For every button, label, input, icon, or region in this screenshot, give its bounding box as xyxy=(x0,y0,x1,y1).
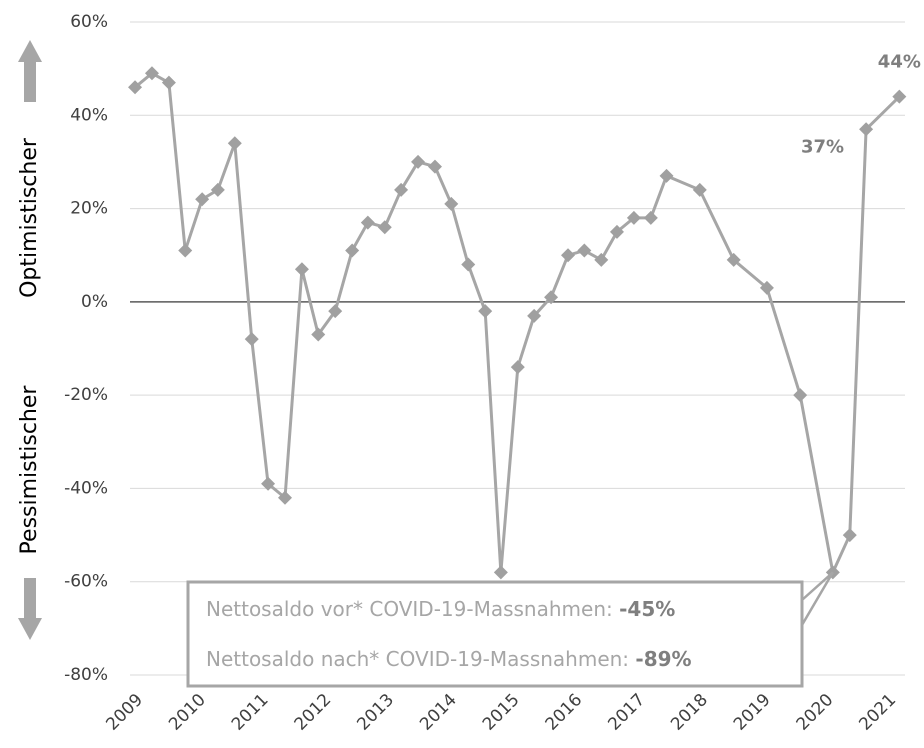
y-tick-label: -40% xyxy=(64,478,108,498)
marker xyxy=(210,182,225,197)
marker xyxy=(161,75,176,90)
y-tick-label: 20% xyxy=(70,199,108,219)
x-tick-label: 2012 xyxy=(291,690,336,735)
x-tick-label: 2014 xyxy=(416,690,461,735)
x-tick-label: 2018 xyxy=(667,690,712,735)
y-tick-label: 0% xyxy=(81,292,108,312)
marker xyxy=(195,192,210,207)
y-tick-label: -60% xyxy=(64,572,108,592)
x-tick-label: 2020 xyxy=(793,690,838,735)
x-tick-label: 2016 xyxy=(542,690,587,735)
marker xyxy=(278,490,292,505)
annotation-text: Nettosaldo nach* COVID-19-Massnahmen: xyxy=(206,647,629,671)
marker xyxy=(842,528,857,543)
y-label-bottom: Pessimistischer xyxy=(17,385,42,555)
marker xyxy=(444,196,459,211)
x-tick-label: 2010 xyxy=(165,690,210,735)
marker xyxy=(626,210,641,225)
y-tick-label: 40% xyxy=(70,105,108,125)
marker xyxy=(793,388,808,403)
marker xyxy=(360,215,375,230)
y-tick-label: 60% xyxy=(70,12,108,32)
marker xyxy=(311,327,326,342)
annotation-box xyxy=(186,580,804,688)
marker xyxy=(510,360,525,375)
value-label: 44% xyxy=(878,52,921,73)
marker xyxy=(294,262,309,277)
up-arrow xyxy=(18,40,42,102)
marker xyxy=(527,308,542,323)
x-tick-label: 2017 xyxy=(604,690,649,735)
x-tick-label: 2019 xyxy=(730,690,775,735)
marker xyxy=(859,122,874,137)
series-line xyxy=(134,71,901,578)
marker xyxy=(394,182,409,197)
y-tick-label: -80% xyxy=(64,665,108,685)
marker xyxy=(892,89,907,104)
marker xyxy=(609,224,624,239)
x-tick-label: 2009 xyxy=(102,690,147,735)
marker xyxy=(594,252,609,267)
marker xyxy=(345,243,360,258)
marker xyxy=(328,304,343,319)
marker xyxy=(128,80,143,95)
annotation-value: -89% xyxy=(635,647,691,671)
marker xyxy=(227,136,242,151)
connector xyxy=(800,571,834,626)
x-tick-label: 2015 xyxy=(479,690,524,735)
marker xyxy=(478,304,493,319)
annotation-text: Nettosaldo vor* COVID-19-Massnahmen: xyxy=(206,597,613,621)
down-arrow xyxy=(18,578,42,640)
annotation: Nettosaldo nach* COVID-19-Massnahmen: -8… xyxy=(206,647,692,671)
x-tick-label: 2011 xyxy=(228,690,273,735)
marker xyxy=(561,248,576,263)
value-label: 37% xyxy=(801,136,844,157)
marker xyxy=(726,252,741,267)
marker xyxy=(244,332,259,347)
marker xyxy=(493,565,508,580)
marker xyxy=(144,66,159,81)
marker xyxy=(544,290,559,305)
marker xyxy=(377,220,392,235)
annotation-value: -45% xyxy=(619,597,675,621)
marker xyxy=(178,243,193,258)
marker xyxy=(577,243,592,258)
y-label-top: Optimistischer xyxy=(17,137,42,298)
marker xyxy=(759,280,774,295)
annotation: Nettosaldo vor* COVID-19-Massnahmen: -45… xyxy=(206,597,675,621)
marker xyxy=(659,168,674,183)
x-tick-label: 2013 xyxy=(353,690,398,735)
marker xyxy=(261,476,276,491)
marker xyxy=(427,159,442,174)
marker xyxy=(411,154,426,169)
marker xyxy=(461,257,476,272)
marker xyxy=(692,182,707,197)
y-tick-label: -20% xyxy=(64,385,108,405)
x-tick-label: 2021 xyxy=(855,690,900,735)
marker xyxy=(643,210,658,225)
